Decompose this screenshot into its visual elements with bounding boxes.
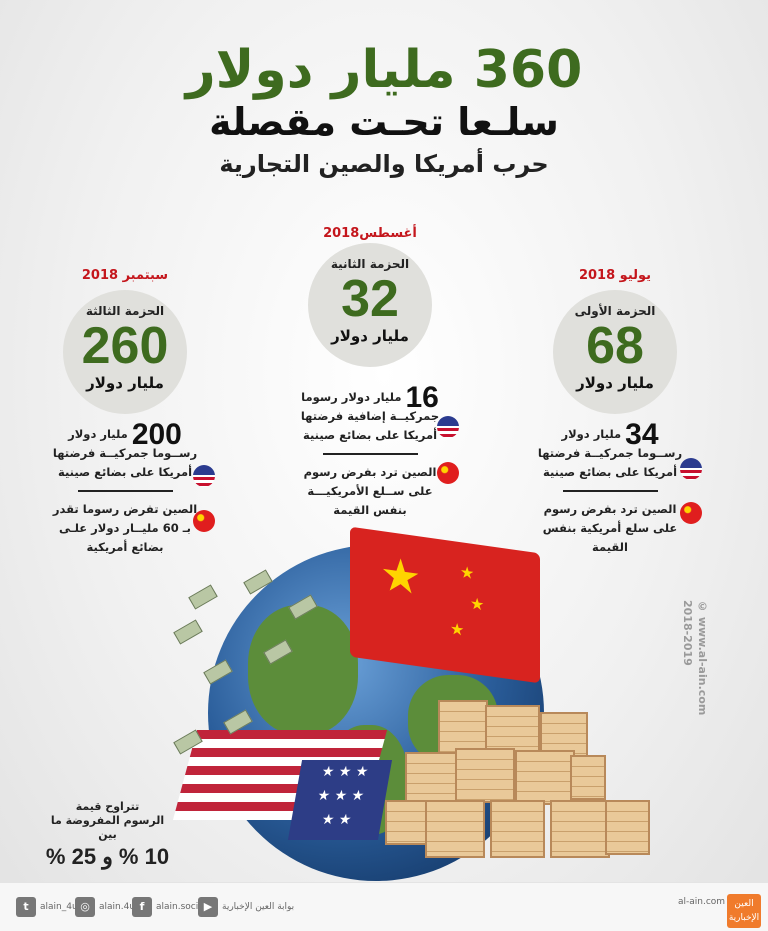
- twitter-link[interactable]: t alain_4u: [16, 897, 78, 917]
- tagline: حرب أمريكا والصين التجارية: [219, 150, 549, 178]
- package-2-cn-text-2: على ســلع الأمريكيـــة: [307, 484, 433, 498]
- package-3-unit: مليار دولار: [86, 374, 164, 392]
- package-1-unit: مليار دولار: [576, 374, 654, 392]
- divider: [77, 490, 173, 492]
- money-bill-icon: [188, 584, 218, 610]
- package-1-date: يوليو 2018: [578, 268, 652, 283]
- package-3-cn-text-1: الصين تفرض رسوما تقدر: [52, 502, 198, 516]
- package-3-us-text-2: أمريكا على بضائع صينية: [57, 465, 193, 479]
- instagram-icon: ◎: [75, 897, 95, 917]
- package-2-us-amount: 16: [405, 381, 439, 414]
- package-2-us-text-2: أمريكا على بضائع صينية: [302, 428, 438, 442]
- package-1-us-unit: مليار دولار: [561, 427, 622, 441]
- site-url: al-ain.com: [678, 897, 726, 907]
- package-3-circle: الحزمة الثالثة 260 مليار دولار: [63, 290, 187, 414]
- note-range: 10 % و 25 %: [45, 844, 170, 869]
- package-1-cn-text-3: القيمة: [592, 540, 628, 554]
- tariff-range-note: تتراوح قيمة الرسوم المفروضة ما بين 10 % …: [40, 800, 175, 872]
- package-3-us-unit: مليار دولار: [68, 427, 128, 441]
- china-flag-icon: [437, 462, 459, 484]
- subtitle: سلـعا تحـت مقصلة: [209, 100, 559, 144]
- package-2-unit: مليار دولار: [331, 327, 409, 345]
- divider: [322, 453, 418, 455]
- package-2-amount: 32: [341, 270, 399, 328]
- package-1-circle: الحزمة الأولى 68 مليار دولار: [553, 290, 677, 414]
- instagram-handle: alain.4u: [99, 902, 136, 912]
- package-3-cn-text-2: بـ 60 مليــار دولار علـى: [59, 521, 191, 535]
- package-3-amount: 260: [81, 317, 169, 375]
- facebook-link[interactable]: f alain.social: [132, 897, 206, 917]
- twitter-icon: t: [16, 897, 36, 917]
- footer: t alain_4u ◎ alain.4u f alain.social ▶ بوابة…: [0, 882, 768, 931]
- package-1-label: الحزمة الأولى: [574, 304, 656, 318]
- us-flag-icon: [193, 465, 215, 487]
- youtube-icon: ▶: [198, 897, 218, 917]
- china-flag-illustration: ★ ★ ★ ★: [350, 526, 540, 684]
- package-3-label: الحزمة الثالثة: [85, 304, 165, 318]
- us-flag-stars: ★ ★ ★ ★ ★ ★ ★ ★: [287, 760, 393, 840]
- package-3-date: سبتمبر 2018: [81, 268, 169, 283]
- note-line-1: تتراوح قيمة: [75, 800, 140, 813]
- al-ain-logo: العين الإخبارية: [727, 894, 761, 928]
- us-flag-icon: [437, 416, 459, 438]
- package-2-circle: الحزمة الثانية 32 مليار دولار: [308, 243, 432, 367]
- package-2-details: 16 مليار دولار رسوما جمركيــة إضافية فرض…: [285, 383, 455, 520]
- package-2-us-text-1: جمركيــة إضافية فرضتها: [300, 409, 440, 423]
- money-bill-icon: [173, 619, 203, 645]
- package-1-details: 34 مليار دولار رســوما جمركيــة فرضتها أ…: [525, 420, 695, 557]
- package-2-us-unit: مليار دولار رسوما: [301, 390, 402, 404]
- site-link[interactable]: al-ain.com: [678, 897, 725, 907]
- package-2-date: أغسطس2018: [323, 226, 417, 241]
- package-1-cn-text-2: على سلع أمريكية بنفس: [542, 521, 678, 535]
- package-2-cn-text-3: بنفس القيمة: [333, 503, 407, 517]
- youtube-link[interactable]: ▶ بوابة العين الإخبارية: [198, 897, 294, 917]
- package-1-us-text-2: أمريكا على بضائع صينية: [542, 465, 678, 479]
- twitter-handle: alain_4u: [40, 902, 78, 912]
- package-3-us-amount: 200: [131, 418, 182, 451]
- facebook-handle: alain.social: [156, 902, 207, 912]
- copyright-text: © www.al-ain.com 2018-2019: [681, 600, 709, 716]
- note-line-2: الرسوم المفروضة ما بين: [50, 814, 165, 841]
- package-1-amount: 68: [586, 317, 644, 375]
- us-flag-icon: [680, 458, 702, 480]
- package-2-cn-text-1: الصين ترد بفرض رسوم: [303, 465, 437, 479]
- package-3-cn-text-3: بضائع أمريكية: [86, 540, 164, 554]
- divider: [562, 490, 658, 492]
- youtube-handle: بوابة العين الإخبارية: [222, 902, 295, 912]
- china-flag-icon: [193, 510, 215, 532]
- package-1-us-amount: 34: [625, 418, 659, 451]
- instagram-link[interactable]: ◎ alain.4u: [75, 897, 135, 917]
- facebook-icon: f: [132, 897, 152, 917]
- package-3-details: 200 مليار دولار رســوما جمركيــة فرضتها …: [40, 420, 210, 557]
- package-3-us-text-1: رســوما جمركيــة فرضتها: [52, 446, 198, 460]
- package-1-cn-text-1: الصين ترد بفرض رسوم: [543, 502, 677, 516]
- package-2-label: الحزمة الثانية: [330, 257, 410, 271]
- main-title: 360 مليار دولار: [185, 40, 583, 100]
- china-flag-icon: [680, 502, 702, 524]
- package-1-us-text-1: رســوما جمركيــة فرضتها: [537, 446, 683, 460]
